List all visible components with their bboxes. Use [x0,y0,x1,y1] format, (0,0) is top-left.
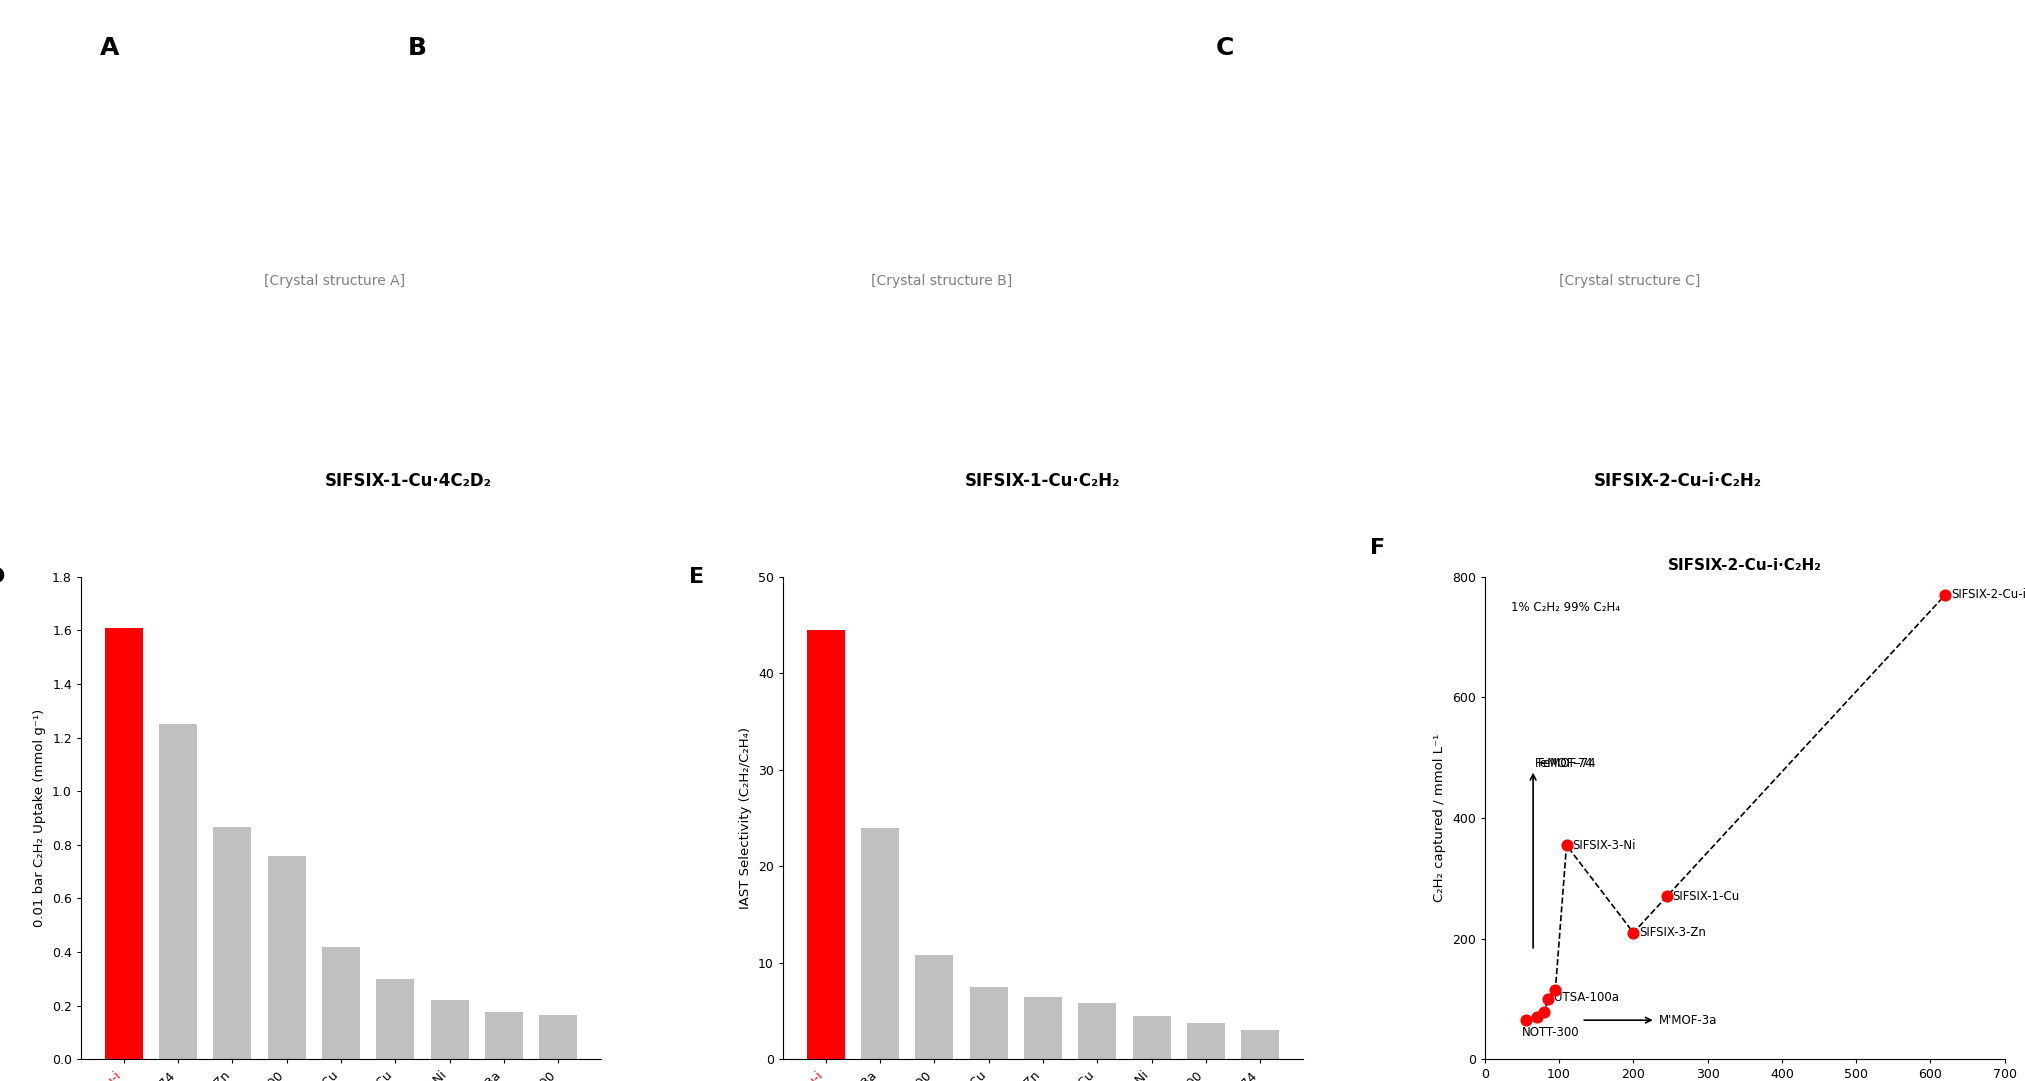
Bar [267,855,306,1059]
Bar [539,1015,577,1059]
Text: SIFSIX-1-Cu·4C₂D₂: SIFSIX-1-Cu·4C₂D₂ [324,471,492,490]
Bar [431,1000,468,1059]
Bar [322,947,360,1059]
Bar [1241,1030,1280,1059]
Point [1509,1012,1541,1029]
Point [1551,837,1584,854]
Y-axis label: C₂H₂ captured / mmol L⁻¹: C₂H₂ captured / mmol L⁻¹ [1434,734,1446,903]
Point [1539,982,1571,999]
Text: B: B [409,36,427,61]
Text: FeMOF-74: FeMOF-74 [1535,757,1594,771]
Text: SIFSIX-2-Cu-i·C₂H₂: SIFSIX-2-Cu-i·C₂H₂ [1594,471,1762,490]
Bar [861,828,899,1059]
Point [1521,1009,1553,1026]
Text: E: E [688,568,705,587]
Text: [Crystal structure A]: [Crystal structure A] [263,275,405,288]
Text: [Crystal structure B]: [Crystal structure B] [871,275,1012,288]
Bar [484,1013,522,1059]
Text: M'MOF-3a: M'MOF-3a [1658,1014,1717,1027]
Point [1618,924,1650,942]
Text: UTSA-100a: UTSA-100a [1553,991,1618,1004]
Bar [970,987,1008,1059]
Point [1930,586,1962,603]
Title: SIFSIX-2-Cu-i·C₂H₂: SIFSIX-2-Cu-i·C₂H₂ [1669,558,1822,573]
Text: F: F [1371,538,1385,558]
Text: SIFSIX-3-Zn: SIFSIX-3-Zn [1640,926,1707,939]
Bar [806,630,844,1059]
Text: 1% C₂H₂ 99% C₂H₄: 1% C₂H₂ 99% C₂H₄ [1511,601,1620,614]
Bar [1025,997,1061,1059]
Text: SIFSIX-1-Cu·C₂H₂: SIFSIX-1-Cu·C₂H₂ [966,471,1120,490]
Text: FeMOF-74: FeMOF-74 [1539,757,1598,771]
Bar [915,956,954,1059]
Text: A: A [101,36,119,61]
Text: NOTT-300: NOTT-300 [1523,1026,1580,1039]
Text: [Crystal structure C]: [Crystal structure C] [1559,275,1701,288]
Bar [1132,1016,1170,1059]
Y-axis label: 0.01 bar C₂H₂ Uptake (mmol g⁻¹): 0.01 bar C₂H₂ Uptake (mmol g⁻¹) [34,709,47,927]
Bar [160,724,196,1059]
Y-axis label: IAST Selectivity (C₂H₂/C₂H₄): IAST Selectivity (C₂H₂/C₂H₄) [739,728,753,909]
Bar [213,827,251,1059]
Point [1529,1003,1561,1020]
Text: D: D [0,568,6,587]
Text: SIFSIX-2-Cu-i: SIFSIX-2-Cu-i [1952,588,2025,601]
Text: C: C [1215,36,1235,61]
Bar [105,628,142,1059]
Bar [377,979,415,1059]
Bar [1077,1003,1116,1059]
Point [1650,888,1683,905]
Point [1531,990,1563,1007]
Text: SIFSIX-1-Cu: SIFSIX-1-Cu [1673,890,1739,903]
Text: SIFSIX-3-Ni: SIFSIX-3-Ni [1573,839,1636,852]
Bar [1187,1023,1225,1059]
